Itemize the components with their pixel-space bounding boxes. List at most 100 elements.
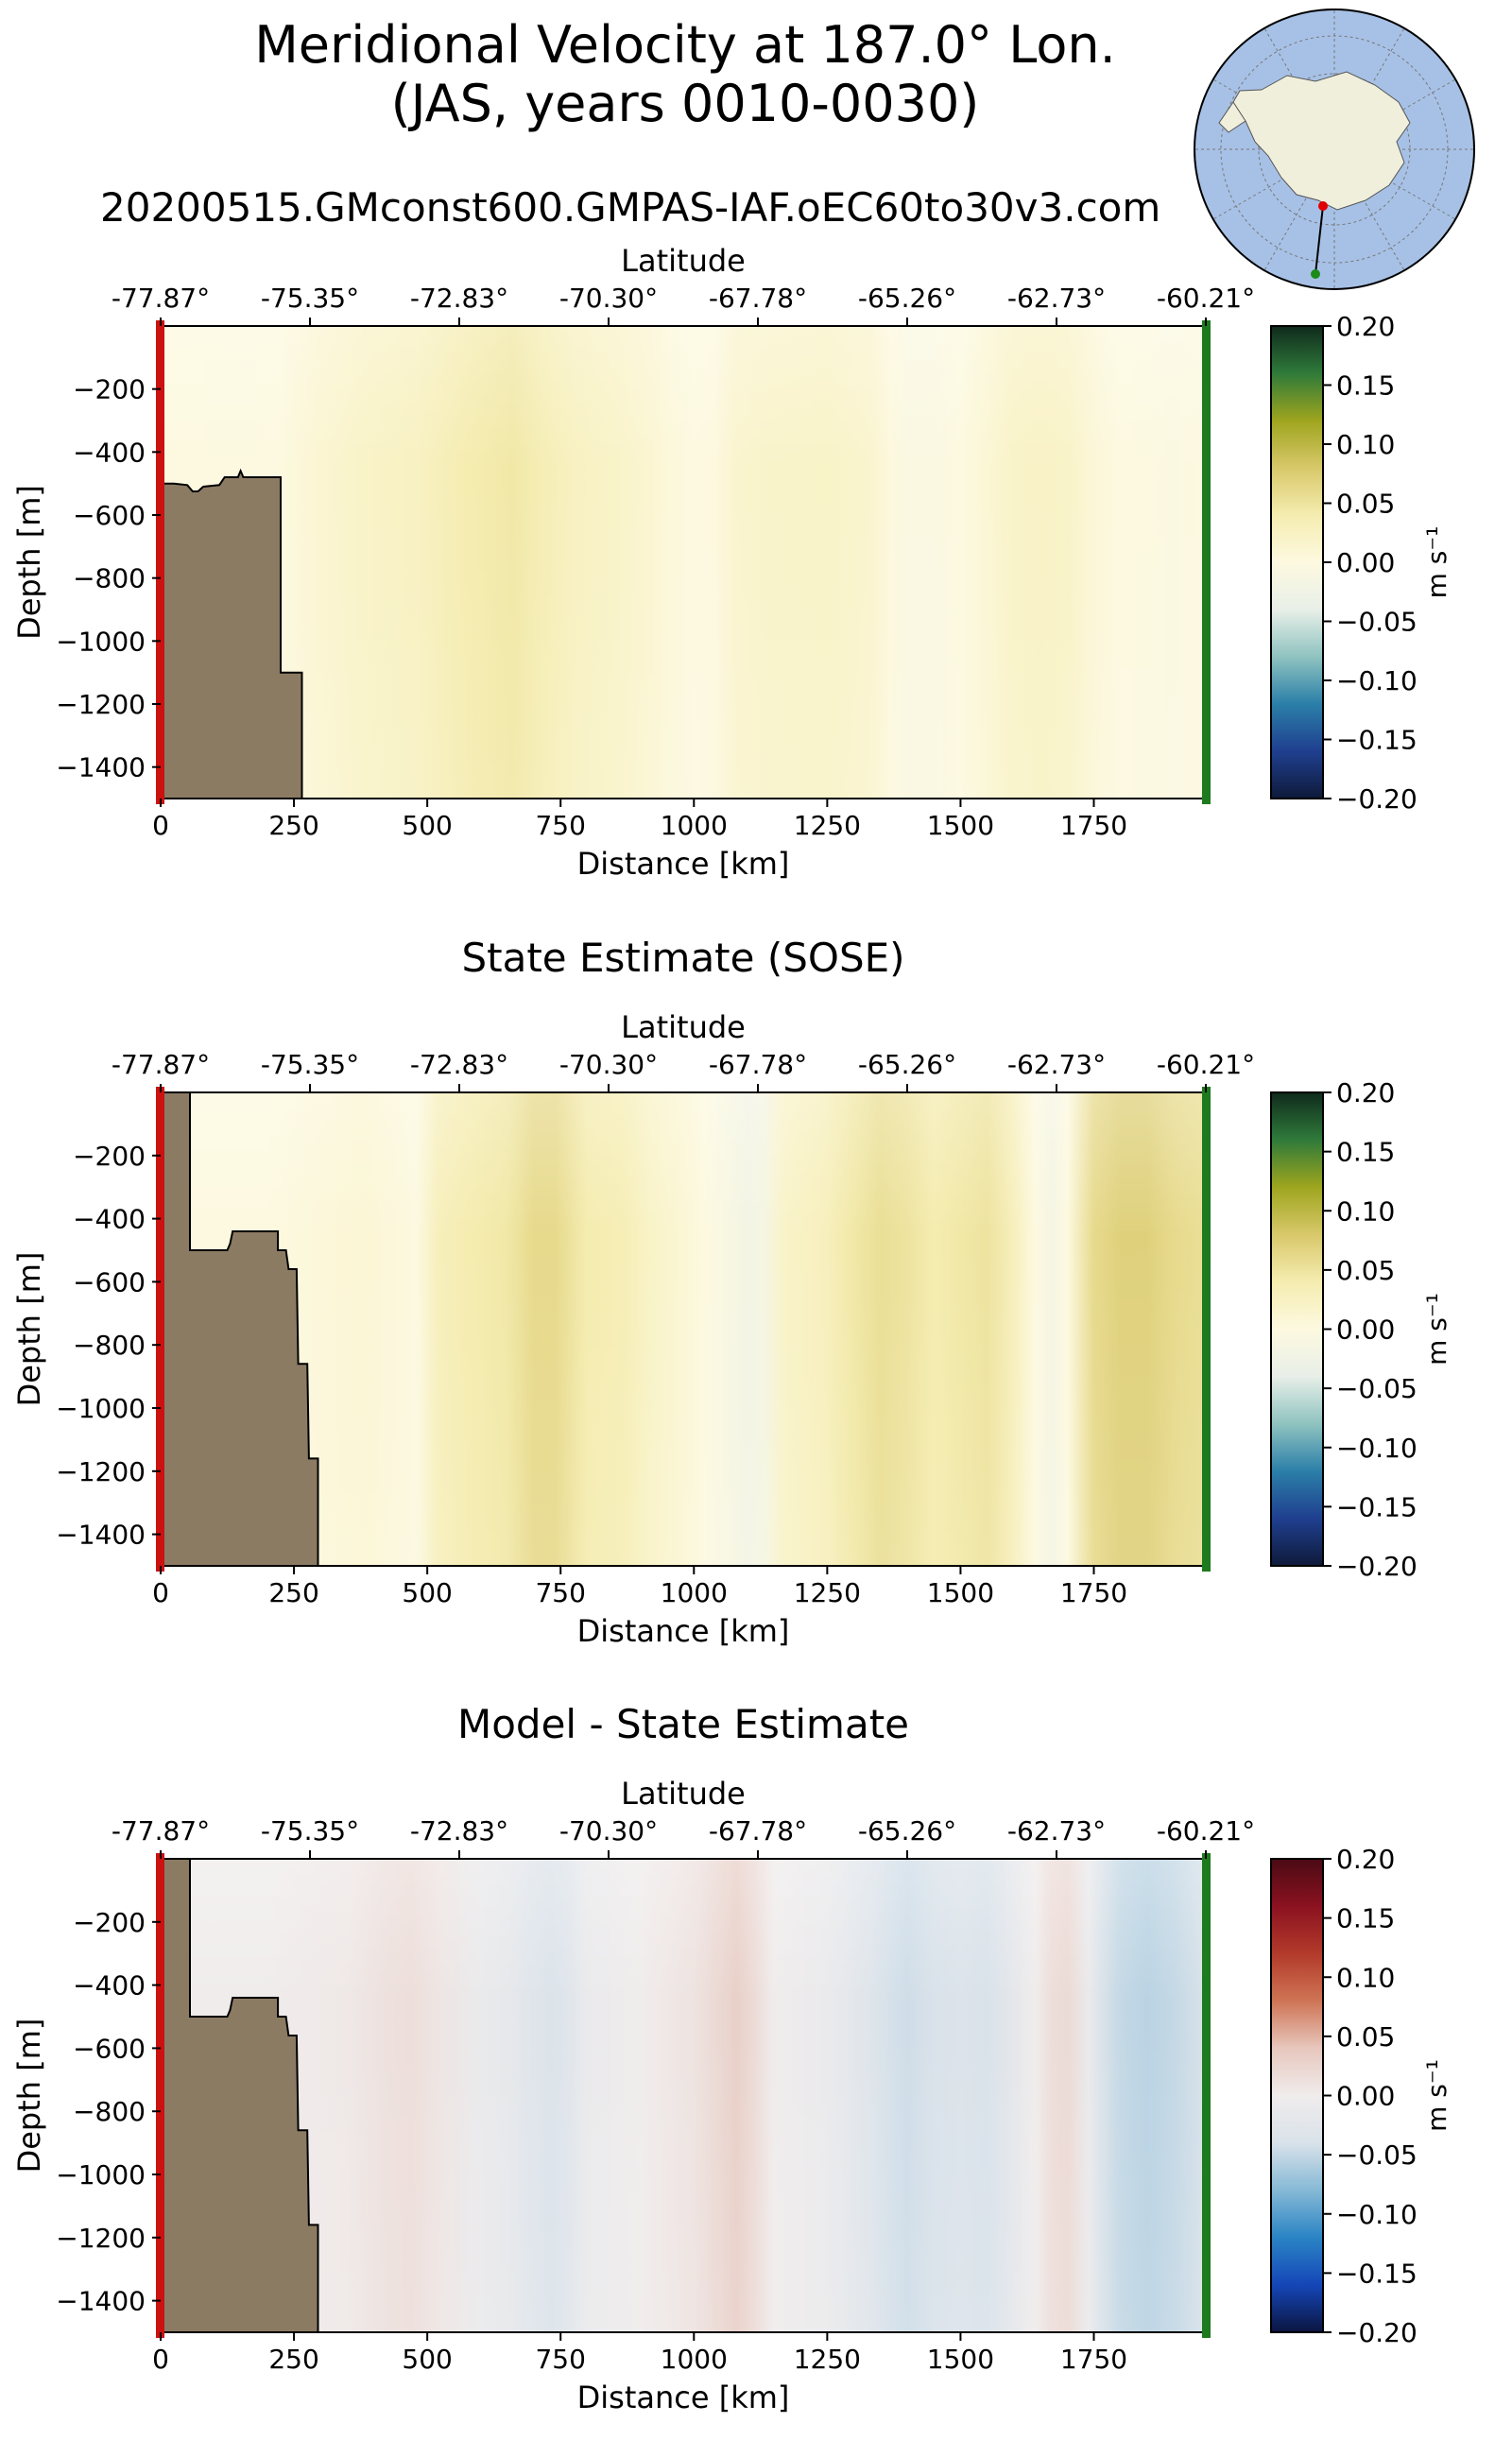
y-tick-label: −1000 — [56, 2159, 146, 2191]
colorbar-tick-label: 0.05 — [1336, 1255, 1395, 1286]
x-tick-label: 250 — [268, 1577, 318, 1608]
colorbar-tick-label: 0.10 — [1336, 1962, 1395, 1993]
colorbar-tick-label: −0.15 — [1336, 2258, 1418, 2289]
x-tick-label: 750 — [535, 1577, 585, 1608]
colorbar-tick-label: 0.20 — [1336, 311, 1395, 342]
y-tick-label: −1200 — [56, 689, 146, 720]
x-tick-label: 0 — [152, 1577, 169, 1608]
lat-tick-label: -60.21° — [1157, 283, 1255, 314]
lat-tick-label: -60.21° — [1157, 1049, 1255, 1080]
y-tick-label: −200 — [73, 1907, 146, 1938]
x-tick-label: 0 — [152, 810, 169, 841]
y-tick-label: −800 — [73, 1330, 146, 1361]
x-axis-label: Distance [km] — [577, 846, 790, 882]
colorbar-tick-label: 0.00 — [1336, 2081, 1395, 2112]
transect-end-marker — [1202, 320, 1211, 804]
antarctica-polar-map-icon — [1194, 9, 1475, 290]
figure-title-line1: Meridional Velocity at 187.0° Lon. — [254, 15, 1116, 75]
colorbar-tick-label: −0.20 — [1336, 1551, 1418, 1582]
colorbar-tick-label: −0.05 — [1336, 2139, 1418, 2171]
x-tick-label: 1750 — [1060, 2344, 1127, 2375]
x-axis-label: Distance [km] — [577, 2380, 790, 2415]
x-tick-label: 1750 — [1060, 810, 1127, 841]
colorbar-label: m s⁻¹ — [1421, 1293, 1452, 1366]
y-tick-label: −200 — [73, 1141, 146, 1172]
lat-tick-label: -77.87° — [112, 283, 210, 314]
y-axis-label: Depth [m] — [11, 485, 47, 640]
lat-tick-label: -67.78° — [709, 1049, 807, 1080]
chart-panel-3: Model - State Estimate 0 250 500 750 1000 1250… — [11, 1701, 1452, 2415]
colorbar-tick-label: 0.10 — [1336, 429, 1395, 460]
y-tick-label: −1400 — [56, 2286, 146, 2317]
x-tick-label: 1750 — [1060, 1577, 1127, 1608]
colorbar-tick-label: 0.10 — [1336, 1195, 1395, 1227]
x-tick-label: 1000 — [661, 2344, 728, 2375]
lat-tick-label: -77.87° — [112, 1049, 210, 1080]
heatmap-shading — [161, 326, 1206, 799]
lat-tick-label: -60.21° — [1157, 1815, 1255, 1847]
colorbar — [1270, 325, 1324, 799]
colorbar-label: m s⁻¹ — [1421, 2059, 1452, 2132]
colorbar-tick-label: 0.05 — [1336, 2021, 1395, 2053]
x-tick-label: 1000 — [661, 1577, 728, 1608]
lat-tick-label: -65.26° — [858, 1049, 956, 1080]
lat-axis-label: Latitude — [621, 243, 746, 279]
chart-panel-2: State Estimate (SOSE) 0 250 500 750 1000 1250 1… — [11, 935, 1452, 1649]
colorbar-tick-label: −0.20 — [1336, 2317, 1418, 2348]
colorbar-tick-label: −0.15 — [1336, 1491, 1418, 1522]
colorbar-tick-label: −0.10 — [1336, 665, 1418, 696]
heatmap-shading — [161, 1092, 1206, 1566]
x-tick-label: 250 — [268, 2344, 318, 2375]
colorbar-label: m s⁻¹ — [1421, 526, 1452, 599]
colorbar-tick-label: −0.10 — [1336, 2199, 1418, 2230]
colorbar-tick-label: −0.05 — [1336, 1373, 1418, 1404]
colorbar-tick-label: 0.00 — [1336, 547, 1395, 578]
chart-panel-1: 0 250 500 750 1000 1250 1500 1750 Distance [km] -… — [11, 243, 1452, 882]
transect-start-marker — [156, 1087, 164, 1572]
x-tick-label: 1250 — [794, 810, 861, 841]
y-axis-label: Depth [m] — [11, 2019, 47, 2174]
map-transect-end — [1311, 269, 1320, 279]
x-tick-label: 500 — [402, 810, 452, 841]
colorbar-tick-label: 0.05 — [1336, 489, 1395, 520]
y-tick-label: −400 — [73, 1970, 146, 2002]
y-tick-label: −1400 — [56, 752, 146, 783]
colorbar-tick-label: −0.20 — [1336, 783, 1418, 815]
bathymetry-polygon — [160, 468, 303, 799]
lat-tick-label: -67.78° — [709, 1815, 807, 1847]
x-tick-label: 1500 — [927, 810, 994, 841]
lat-tick-label: -62.73° — [1007, 1049, 1106, 1080]
x-tick-label: 1500 — [927, 1577, 994, 1608]
map-antarctica — [1218, 71, 1411, 211]
transect-end-marker — [1202, 1087, 1211, 1572]
colorbar-tick-label: 0.15 — [1336, 1903, 1395, 1934]
y-axis-label: Depth [m] — [11, 1252, 47, 1407]
lat-tick-label: -67.78° — [709, 283, 807, 314]
colorbar-tick-label: 0.20 — [1336, 1844, 1395, 1875]
y-tick-label: −800 — [73, 563, 146, 594]
y-tick-label: −400 — [73, 1204, 146, 1235]
lat-axis-label: Latitude — [621, 1009, 746, 1045]
colorbar-tick-label: 0.15 — [1336, 370, 1395, 402]
colorbar-tick-label: −0.15 — [1336, 725, 1418, 756]
lat-tick-label: -70.30° — [559, 1049, 658, 1080]
x-tick-label: 0 — [152, 2344, 169, 2375]
map-transect-start — [1318, 201, 1328, 211]
colorbar-tick-label: −0.05 — [1336, 607, 1418, 638]
x-tick-label: 500 — [402, 1577, 452, 1608]
y-tick-label: −400 — [73, 437, 146, 468]
colorbar — [1270, 1858, 1324, 2333]
y-tick-label: −600 — [73, 1266, 146, 1297]
y-tick-label: −1200 — [56, 2223, 146, 2254]
x-tick-label: 1250 — [794, 2344, 861, 2375]
colorbar-tick-label: 0.00 — [1336, 1314, 1395, 1346]
bathymetry-polygon — [160, 1858, 319, 2333]
x-tick-label: 250 — [268, 810, 318, 841]
transect-start-marker — [156, 320, 164, 804]
y-tick-label: −1000 — [56, 626, 146, 657]
lat-tick-label: -70.30° — [559, 1815, 658, 1847]
colorbar-tick-label: 0.20 — [1336, 1077, 1395, 1108]
lat-tick-label: -72.83° — [410, 283, 508, 314]
transect-end-marker — [1202, 1853, 1211, 2338]
